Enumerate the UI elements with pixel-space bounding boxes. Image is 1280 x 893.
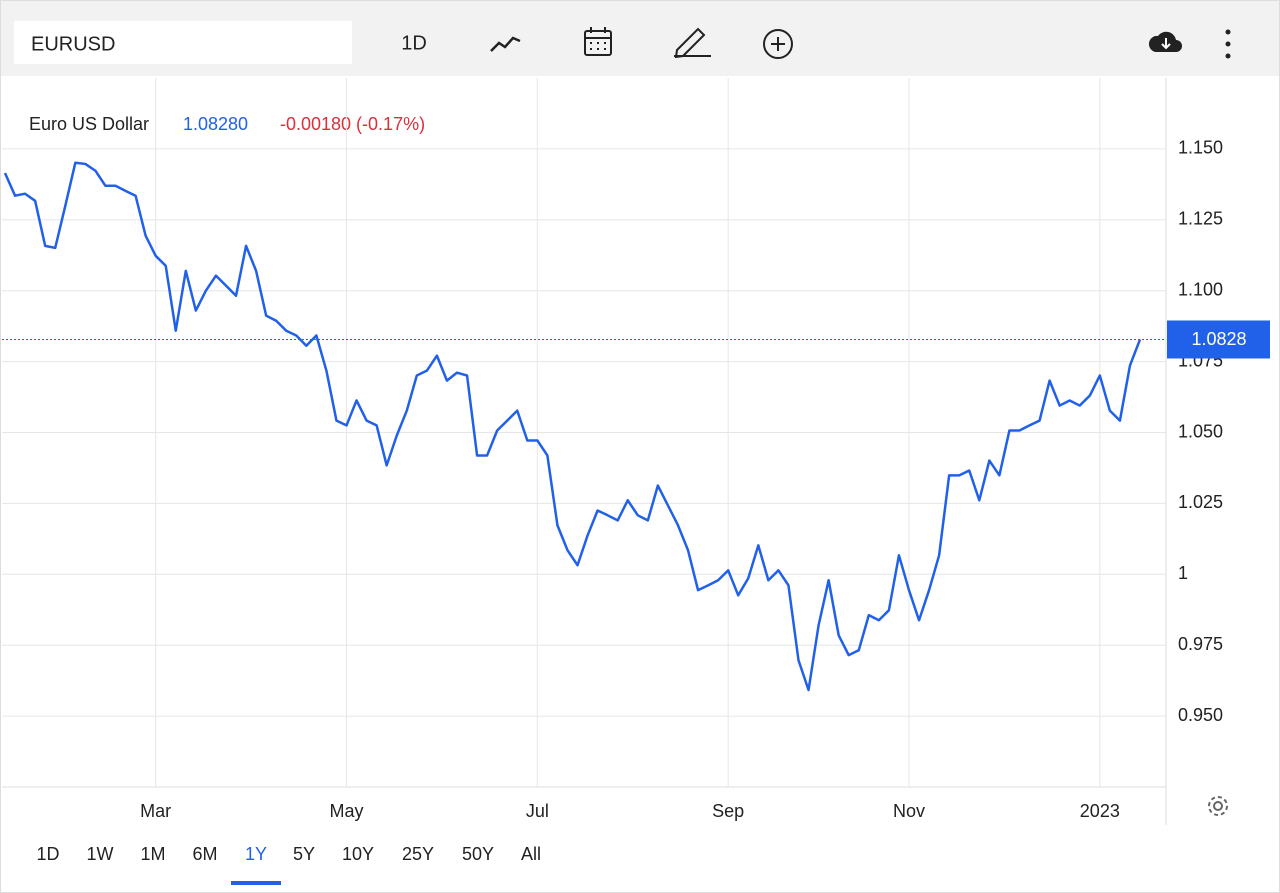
settings-icon[interactable] <box>1208 796 1228 816</box>
range-button[interactable]: 25Y <box>402 844 434 864</box>
calendar-icon[interactable] <box>584 27 612 56</box>
series-name: Euro US Dollar <box>29 114 149 134</box>
y-tick-label: 1 <box>1178 563 1188 583</box>
x-tick-label: May <box>329 801 363 821</box>
range-button[interactable]: 1D <box>36 844 59 864</box>
x-tick-label: 2023 <box>1080 801 1120 821</box>
x-tick-label: Mar <box>140 801 171 821</box>
x-tick-label: Nov <box>893 801 925 821</box>
y-tick-label: 1.150 <box>1178 138 1223 158</box>
download-icon[interactable] <box>1148 31 1182 52</box>
draw-icon[interactable] <box>674 27 711 59</box>
menu-icon[interactable] <box>1225 29 1231 59</box>
symbol-input[interactable] <box>14 21 352 64</box>
range-button[interactable]: All <box>521 844 541 864</box>
y-tick-label: 1.025 <box>1178 492 1223 512</box>
range-button[interactable]: 1W <box>87 844 114 864</box>
range-button[interactable]: 10Y <box>342 844 374 864</box>
price-change: -0.00180 (-0.17%) <box>280 114 425 134</box>
grid <box>2 78 1166 787</box>
y-tick-label: 0.950 <box>1178 705 1223 725</box>
range-button[interactable]: 5Y <box>293 844 315 864</box>
y-tick-label: 0.975 <box>1178 634 1223 654</box>
last-price-label: 1.0828 <box>1191 329 1246 349</box>
range-button[interactable]: 1Y <box>245 844 267 864</box>
x-tick-label: Sep <box>712 801 744 821</box>
y-tick-label: 1.100 <box>1178 279 1223 299</box>
range-button[interactable]: 6M <box>192 844 217 864</box>
last-price: 1.08280 <box>183 114 248 134</box>
symbol[interactable]: EURUSD <box>31 33 115 55</box>
price-line <box>3 161 1142 692</box>
range-button[interactable]: 1M <box>140 844 165 864</box>
add-icon[interactable] <box>763 29 793 59</box>
x-tick-label: Jul <box>526 801 549 821</box>
last-price-badge <box>1167 320 1270 359</box>
interval[interactable]: 1D <box>401 32 427 54</box>
y-tick-label: 1.050 <box>1178 421 1223 441</box>
plot <box>2 161 1166 692</box>
y-tick-label: 1.125 <box>1178 209 1223 229</box>
range-active-underline <box>231 881 281 885</box>
range-button[interactable]: 50Y <box>462 844 494 864</box>
chart-type-icon[interactable] <box>490 36 521 52</box>
